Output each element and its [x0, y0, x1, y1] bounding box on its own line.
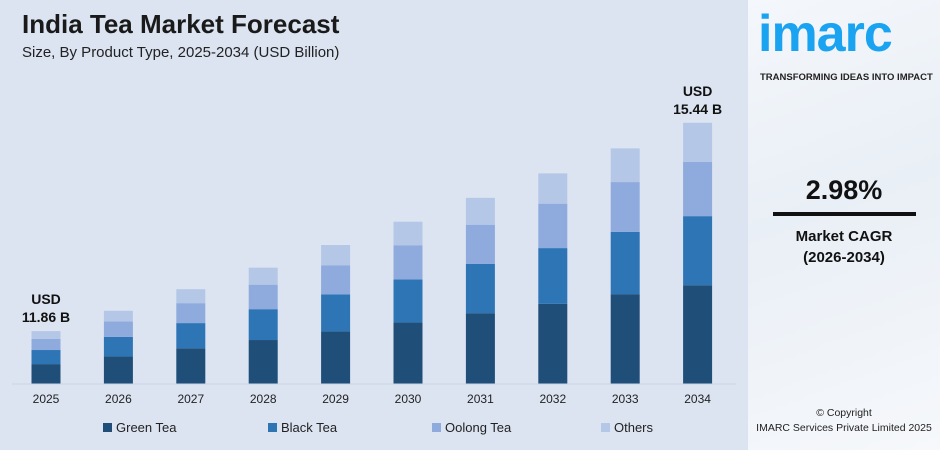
x-tick-label: 2026 — [105, 392, 132, 406]
bar-segment-oolong-tea-2027 — [176, 303, 206, 324]
cagr-label-text: Market CAGR — [795, 228, 893, 245]
bar-segment-others-2033 — [610, 148, 640, 183]
legend-item-others: Others — [601, 420, 653, 435]
bar-segment-black-tea-2027 — [176, 323, 206, 349]
bar-segment-oolong-tea-2031 — [465, 224, 495, 264]
bar-segment-black-tea-2028 — [248, 309, 278, 341]
legend-swatch — [601, 423, 610, 432]
bar-segment-others-2028 — [248, 267, 278, 285]
legend-item-black-tea: Black Tea — [268, 420, 337, 435]
bar-segment-others-2031 — [465, 197, 495, 225]
cagr-period: (2026-2034) — [803, 249, 885, 266]
x-tick-label: 2030 — [395, 392, 422, 406]
bar-segment-green-tea-2028 — [248, 340, 278, 384]
bar-segment-oolong-tea-2034 — [683, 161, 713, 217]
bar-segment-others-2026 — [103, 310, 133, 322]
chart-panel: India Tea Market Forecast Size, By Produ… — [1, 9, 743, 435]
bar-segment-green-tea-2030 — [393, 322, 423, 384]
bar-segment-oolong-tea-2033 — [610, 182, 640, 232]
legend-label: Green Tea — [116, 420, 177, 435]
copyright-text: © Copyright — [816, 407, 872, 419]
bar-segment-others-2034 — [683, 122, 713, 162]
legend-swatch — [268, 423, 277, 432]
data-label-2034: USD 15.44 B — [653, 82, 743, 118]
x-tick-label: 2032 — [539, 392, 566, 406]
bar-segment-green-tea-2034 — [683, 285, 713, 384]
legend-item-oolong-tea: Oolong Tea — [432, 420, 511, 435]
bar-segment-green-tea-2029 — [321, 331, 351, 384]
bar-segment-oolong-tea-2029 — [321, 265, 351, 295]
bar-segment-green-tea-2026 — [103, 356, 133, 384]
bar-segment-oolong-tea-2025 — [31, 338, 61, 351]
bar-segment-others-2029 — [321, 244, 351, 266]
bar-segment-others-2032 — [538, 173, 568, 204]
bar-segment-green-tea-2027 — [176, 348, 206, 384]
data-label-2025: USD 11.86 B — [1, 290, 91, 326]
bar-segment-black-tea-2032 — [538, 248, 568, 304]
divider — [773, 212, 916, 216]
company-name: IMARC Services Private Limited 2025 — [756, 422, 932, 434]
copyright: © Copyright IMARC Services Private Limit… — [748, 406, 940, 436]
stacked-bar-chart: 2025 2026 2027 2028 2029 2030 2031 2032 2033 2034 — [12, 122, 736, 406]
bar-segment-black-tea-2029 — [321, 294, 351, 332]
data-label-value: 15.44 B — [673, 100, 723, 117]
imarc-logo: imarc — [758, 5, 893, 63]
bar-segment-green-tea-2031 — [465, 313, 495, 384]
x-tick-label: 2033 — [612, 392, 639, 406]
x-tick-label: 2025 — [33, 392, 60, 406]
logo-tagline: TRANSFORMING IDEAS INTO IMPACT — [760, 72, 933, 83]
bar-segment-oolong-tea-2032 — [538, 203, 568, 249]
x-tick-label: 2027 — [177, 392, 204, 406]
bar-segment-oolong-tea-2028 — [248, 284, 278, 310]
x-tick-label: 2034 — [684, 392, 711, 406]
chart-title: India Tea Market Forecast — [22, 9, 340, 39]
bar-segment-black-tea-2030 — [393, 279, 423, 323]
bar-segment-green-tea-2025 — [31, 364, 61, 384]
bar-segment-green-tea-2032 — [538, 303, 568, 384]
legend-swatch — [103, 423, 112, 432]
bar-segment-black-tea-2025 — [31, 350, 61, 365]
bar-segment-oolong-tea-2026 — [103, 321, 133, 337]
cagr-value: 2.98% — [805, 175, 883, 205]
bar-segment-black-tea-2031 — [465, 263, 495, 314]
data-label-currency: USD — [31, 291, 61, 308]
bar-segment-black-tea-2034 — [683, 216, 713, 286]
data-label-currency: USD — [682, 82, 713, 99]
info-sidebar: imarc TRANSFORMING IDEAS INTO IMPACT 2.9… — [748, 0, 940, 450]
data-label-value: 11.86 B — [21, 309, 71, 326]
legend-label: Oolong Tea — [445, 420, 512, 435]
bar-segment-black-tea-2033 — [610, 231, 640, 295]
bar-segment-others-2030 — [393, 221, 423, 246]
bar-segment-oolong-tea-2030 — [393, 245, 423, 280]
legend-swatch — [432, 423, 441, 432]
bar-segment-black-tea-2026 — [103, 336, 133, 357]
legend-label: Black Tea — [281, 420, 338, 435]
legend-label: Others — [614, 420, 654, 435]
x-tick-label: 2031 — [467, 392, 494, 406]
bar-segment-others-2025 — [31, 331, 61, 339]
x-tick-label: 2028 — [250, 392, 277, 406]
bar-segment-others-2027 — [176, 289, 206, 304]
chart-subtitle: Size, By Product Type, 2025-2034 (USD Bi… — [22, 44, 340, 61]
bar-segment-green-tea-2033 — [610, 294, 640, 384]
cagr-label: Market CAGR (2026-2034) — [748, 226, 940, 268]
legend-item-green-tea: Green Tea — [103, 420, 176, 435]
x-tick-label: 2029 — [322, 392, 349, 406]
